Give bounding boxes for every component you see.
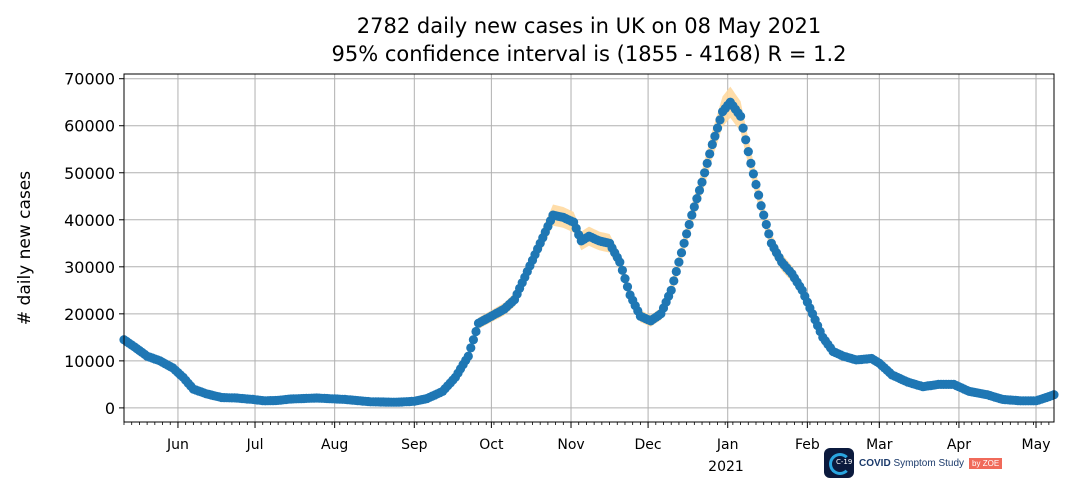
x-tick-label: Oct bbox=[479, 437, 504, 453]
y-tick-label: 30000 bbox=[64, 258, 115, 277]
logo-brand-rest: Symptom Study bbox=[893, 457, 965, 469]
chart-subtitle: 95% confidence interval is (1855 - 4168)… bbox=[332, 42, 847, 66]
data-point bbox=[697, 177, 707, 187]
data-point bbox=[743, 147, 753, 157]
data-point bbox=[687, 210, 697, 220]
data-point bbox=[692, 194, 702, 204]
y-tick-label: 0 bbox=[105, 399, 115, 418]
data-point bbox=[466, 343, 476, 353]
x-tick-label: Jul bbox=[246, 437, 264, 453]
data-point bbox=[615, 257, 625, 267]
zoe-badge: by ZOE bbox=[969, 457, 1003, 469]
logo-brand-bold: COVID bbox=[859, 457, 891, 469]
x-tick-label: Nov bbox=[557, 437, 584, 453]
x-tick-label: Aug bbox=[321, 437, 348, 453]
data-point bbox=[676, 248, 687, 258]
data-point bbox=[751, 179, 761, 190]
data-point bbox=[759, 210, 769, 220]
x-tick-label: Sep bbox=[401, 437, 428, 453]
data-point bbox=[674, 257, 684, 267]
data-point bbox=[761, 219, 771, 230]
data-point bbox=[620, 274, 630, 284]
data-point bbox=[746, 158, 756, 168]
data-point bbox=[738, 123, 748, 133]
data-point bbox=[754, 190, 764, 200]
x-axis-ticks: Jun Jul Aug Sep Oct Nov Dec Jan Feb Mar Apr May bbox=[123, 422, 1051, 453]
grid-lines bbox=[124, 74, 1054, 422]
logo-badge-text: C-19 bbox=[836, 458, 853, 466]
data-point bbox=[684, 219, 694, 230]
y-tick-label: 50000 bbox=[64, 164, 115, 183]
x-tick-label: Mar bbox=[866, 437, 893, 453]
data-point bbox=[679, 238, 689, 248]
data-point bbox=[741, 135, 751, 145]
y-axis-ticks: 0 10000 20000 30000 40000 50000 60000 70000 bbox=[64, 70, 124, 418]
data-point bbox=[756, 201, 766, 211]
data-point bbox=[468, 335, 478, 345]
logo-brand-text: COVID Symptom Study bbox=[859, 458, 964, 469]
data-point bbox=[700, 168, 710, 178]
covid-symptom-study-logo: C-19 COVID Symptom Study by ZOE bbox=[824, 448, 1003, 478]
data-point bbox=[707, 139, 717, 150]
plot-frame bbox=[123, 73, 1055, 423]
y-tick-label: 60000 bbox=[64, 117, 115, 136]
data-point bbox=[617, 265, 628, 275]
data-point bbox=[715, 115, 725, 125]
y-axis-label: # daily new cases bbox=[15, 171, 35, 325]
data-point bbox=[669, 276, 679, 286]
data-point bbox=[736, 111, 746, 121]
y-tick-label: 40000 bbox=[64, 211, 115, 230]
data-point bbox=[671, 266, 681, 277]
year-label: 2021 bbox=[708, 459, 744, 475]
x-tick-label: Apr bbox=[947, 437, 971, 453]
logo-badge-icon: C-19 bbox=[824, 448, 854, 478]
data-point bbox=[471, 326, 481, 337]
y-tick-label: 20000 bbox=[64, 305, 115, 324]
data-point bbox=[712, 123, 723, 133]
y-tick-label: 70000 bbox=[64, 70, 115, 89]
confidence-band bbox=[124, 86, 1054, 405]
confidence-band-area bbox=[124, 86, 1054, 405]
y-tick-label: 10000 bbox=[64, 352, 115, 371]
data-point bbox=[694, 185, 705, 195]
data-point bbox=[710, 131, 720, 141]
data-point bbox=[705, 149, 715, 159]
data-point bbox=[764, 229, 774, 239]
data-point bbox=[682, 229, 692, 239]
x-tick-label: Dec bbox=[635, 437, 662, 453]
x-tick-label: Jan bbox=[716, 437, 739, 453]
data-point bbox=[463, 351, 473, 361]
data-point bbox=[666, 285, 676, 295]
data-point bbox=[748, 169, 759, 179]
x-tick-label: Feb bbox=[795, 437, 820, 453]
x-tick-label: May bbox=[1022, 437, 1051, 453]
x-tick-label: Jun bbox=[166, 437, 189, 453]
data-point bbox=[689, 202, 699, 212]
chart-title: 2782 daily new cases in UK on 08 May 202… bbox=[357, 14, 821, 38]
data-point bbox=[622, 282, 633, 292]
data-point bbox=[702, 158, 712, 168]
